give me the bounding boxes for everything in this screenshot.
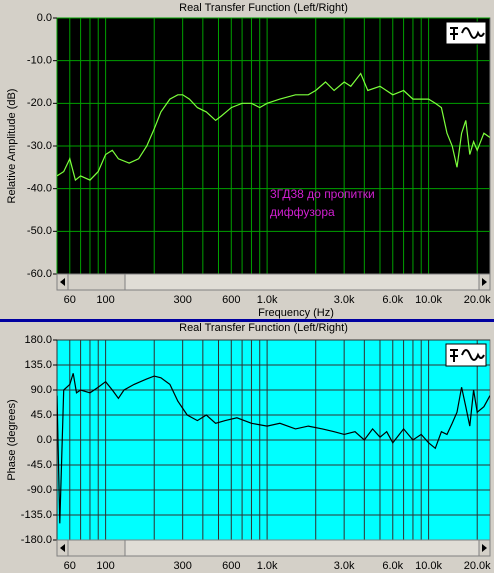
y-tick-label: -40.0 [27, 183, 52, 195]
y-tick-label: 90.0 [31, 384, 52, 396]
y-tick-label: -10.0 [27, 55, 52, 67]
chart: Real Transfer Function (Left/Right) 60 100… [6, 322, 491, 572]
arrow [482, 544, 487, 552]
scroll-thumb[interactable] [67, 539, 126, 557]
icon-glyph [450, 27, 485, 40]
x-tick-label: 300 [173, 560, 191, 572]
x-tick-label: 100 [96, 294, 114, 306]
y-tick-label: 0.0 [37, 12, 52, 24]
y-tick-label: -60.0 [27, 268, 52, 280]
x-tick-label: 10.0k [415, 294, 442, 306]
x-tick-label: 600 [222, 560, 240, 572]
y-tick-label: -50.0 [27, 225, 52, 237]
x-tick-label: 1.0k [257, 560, 278, 572]
chart-title: Real Transfer Function (Left/Right) [179, 2, 348, 14]
x-tick-label: 6.0k [382, 294, 403, 306]
y-tick-label: -30.0 [27, 140, 52, 152]
annotation: диффузора [270, 205, 335, 219]
chart-title: Real Transfer Function (Left/Right) [179, 322, 348, 334]
x-tick-label: 20.0k [464, 560, 491, 572]
arrow [482, 278, 487, 286]
x-tick-label: 10.0k [415, 560, 442, 572]
y-tick-label: -90.0 [27, 484, 52, 496]
chart: Real Transfer Function (Left/Right) 60 100… [6, 2, 491, 319]
x-axis-label: Frequency (Hz) [258, 307, 334, 319]
y-tick-label: -20.0 [27, 97, 52, 109]
y-tick-label: 135.0 [24, 359, 52, 371]
x-tick-label: 3.0k [334, 294, 355, 306]
x-tick-label: 600 [222, 294, 240, 306]
data-line [57, 373, 490, 524]
y-axis-label: Phase (degrees) [6, 399, 18, 480]
arrow [60, 544, 65, 552]
x-tick-label: 20.0k [464, 294, 491, 306]
data-line [57, 72, 490, 182]
y-tick-label: -180.0 [21, 534, 52, 546]
y-tick-label: 45.0 [31, 409, 52, 421]
x-tick-label: 60 [64, 560, 76, 572]
separator [0, 319, 494, 322]
scroll-thumb[interactable] [67, 273, 126, 291]
x-tick-label: 3.0k [334, 560, 355, 572]
y-tick-label: -135.0 [21, 509, 52, 521]
y-tick-label: 180.0 [24, 334, 52, 346]
y-axis-label: Relative Amplitude (dB) [6, 89, 18, 204]
icon-glyph [450, 349, 485, 362]
x-tick-label: 60 [64, 294, 76, 306]
y-tick-label: 0.0 [37, 434, 52, 446]
y-tick-label: -45.0 [27, 459, 52, 471]
x-tick-label: 300 [173, 294, 191, 306]
x-tick-label: 1.0k [257, 294, 278, 306]
x-tick-label: 100 [96, 560, 114, 572]
annotation: 3ГД38 до пропитки [270, 187, 375, 201]
arrow [60, 278, 65, 286]
x-tick-label: 6.0k [382, 560, 403, 572]
